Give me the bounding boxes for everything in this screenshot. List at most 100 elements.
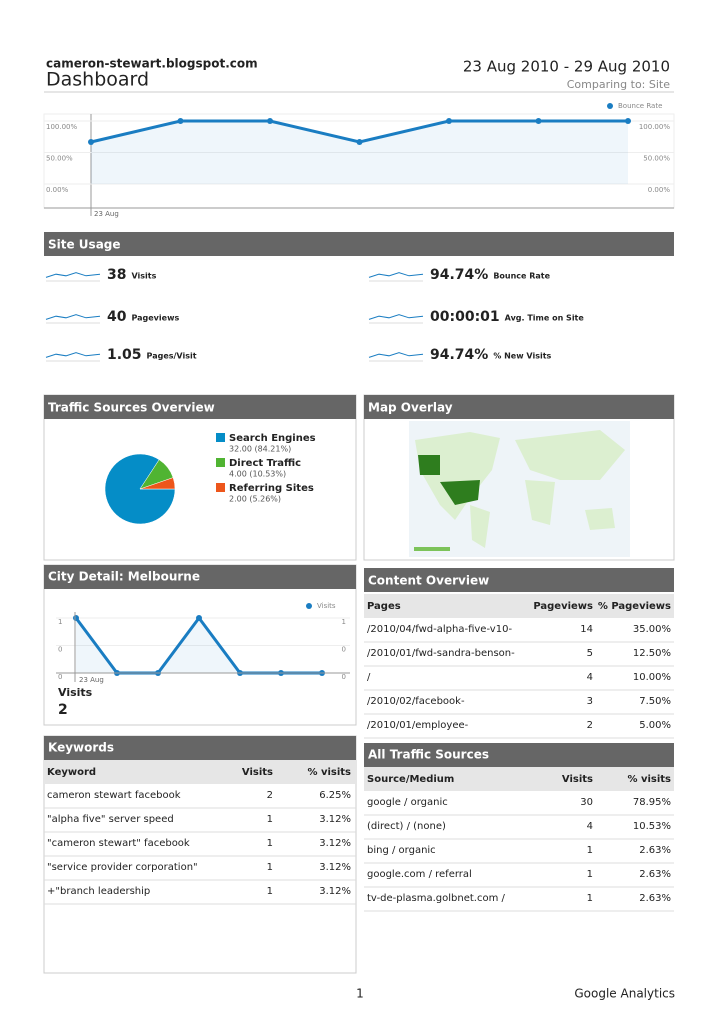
- y-tick-label: 0.00%: [46, 186, 69, 194]
- table-cell: 1: [587, 893, 593, 904]
- table-cell: 14: [580, 624, 593, 635]
- panel-header: [364, 395, 674, 419]
- metric-value: 1.05: [107, 347, 142, 363]
- x-tick-label: 23 Aug: [79, 676, 104, 684]
- y-tick-label: 1: [342, 618, 346, 626]
- metric-value: 94.74%: [430, 347, 488, 363]
- y-tick-label: 50.00%: [46, 155, 73, 163]
- panel-title: Content Overview: [368, 574, 489, 588]
- x-tick-label: 23 Aug: [94, 210, 119, 218]
- panel-title: Keywords: [48, 741, 114, 755]
- panel-title: City Detail: Melbourne: [48, 570, 200, 584]
- sparkline: [45, 272, 101, 278]
- table-cell: 10.00%: [633, 672, 671, 683]
- table-cell: 35.00%: [633, 624, 671, 635]
- metric-value: 00:00:01: [430, 309, 500, 325]
- page-number: 1: [356, 987, 364, 1001]
- legend-value: 2.00 (5.26%): [229, 495, 281, 504]
- y-tick-label: 50.00%: [643, 155, 670, 163]
- sparkline: [45, 314, 101, 320]
- sparkline: [368, 314, 424, 320]
- y-tick-label: 0: [58, 673, 62, 681]
- panel-header: [44, 232, 674, 256]
- table-header: [44, 760, 356, 784]
- table-cell: "cameron stewart" facebook: [47, 838, 190, 849]
- table-cell: 4: [587, 672, 593, 683]
- sparkline: [368, 272, 424, 278]
- table-cell: 1: [587, 845, 593, 856]
- column-header: Visits: [562, 774, 593, 785]
- footer-brand: Google Analytics: [574, 987, 675, 1001]
- column-header: % Pageviews: [598, 601, 671, 612]
- table-cell: 7.50%: [639, 696, 671, 707]
- y-tick-label: 0.00%: [648, 186, 671, 194]
- point: [177, 118, 184, 124]
- legend-value: 32.00 (84.21%): [229, 445, 291, 454]
- table-cell: 2.63%: [639, 869, 671, 880]
- metric-label: Pageviews: [131, 314, 179, 323]
- point: [196, 615, 202, 621]
- table-cell: google.com / referral: [367, 869, 472, 880]
- table-cell: 1: [267, 886, 273, 897]
- point: [625, 118, 631, 124]
- sparkline: [368, 352, 424, 358]
- column-header: Pages: [367, 601, 401, 612]
- table-cell: 3: [587, 696, 593, 707]
- table-cell: 2.63%: [639, 845, 671, 856]
- table-cell: 1: [267, 838, 273, 849]
- site-name: cameron-stewart.blogspot.com: [46, 57, 258, 71]
- y-tick-label: 1: [58, 618, 62, 626]
- table-cell: /: [367, 672, 371, 683]
- legend-dot: [306, 603, 312, 609]
- legend-label: Search Engines: [229, 433, 316, 444]
- point: [356, 138, 363, 145]
- table-cell: 3.12%: [319, 886, 351, 897]
- table-cell: 1: [587, 869, 593, 880]
- table-cell: /2010/01/employee-: [367, 720, 469, 731]
- legend-swatch: [216, 458, 225, 467]
- table-cell: 2: [587, 720, 593, 731]
- table-cell: 1: [267, 862, 273, 873]
- metric-label: Bounce Rate: [493, 272, 550, 281]
- table-cell: /2010/02/facebook-: [367, 696, 465, 707]
- legend-label: Bounce Rate: [618, 102, 662, 110]
- area: [91, 121, 628, 184]
- area: [76, 618, 322, 673]
- table-cell: 78.95%: [633, 797, 671, 808]
- table-cell: 2: [267, 790, 273, 801]
- panel-title: Site Usage: [48, 238, 121, 252]
- table-cell: 12.50%: [633, 648, 671, 659]
- table-cell: /2010/04/fwd-alpha-five-v10-: [367, 624, 512, 635]
- column-header: Source/Medium: [367, 774, 454, 785]
- table-cell: 3.12%: [319, 862, 351, 873]
- point: [267, 118, 273, 124]
- table-cell: /2010/01/fwd-sandra-benson-: [367, 648, 515, 659]
- metric-value: 38: [107, 267, 126, 283]
- legend-dot: [607, 103, 613, 109]
- pie-slice: [104, 453, 176, 525]
- table-cell: 30: [580, 797, 593, 808]
- panel: [43, 394, 357, 561]
- metric-label: Avg. Time on Site: [505, 314, 585, 323]
- date-range: 23 Aug 2010 - 29 Aug 2010: [463, 58, 670, 76]
- metric-label: Visits: [131, 272, 156, 281]
- metric-label: Pages/Visit: [147, 352, 197, 361]
- y-tick-label: 100.00%: [639, 123, 670, 131]
- point: [446, 118, 452, 124]
- table-header: [364, 594, 674, 618]
- metric-value: 40: [107, 309, 127, 325]
- point: [535, 118, 542, 124]
- table-cell: cameron stewart facebook: [47, 790, 181, 801]
- table-cell: 3.12%: [319, 838, 351, 849]
- table-cell: 1: [267, 814, 273, 825]
- table-cell: "service provider corporation": [47, 862, 198, 873]
- column-header: Keyword: [47, 767, 96, 778]
- table-cell: (direct) / (none): [367, 821, 446, 832]
- point: [73, 615, 79, 621]
- y-tick-label: 0: [58, 646, 62, 654]
- legend-swatch: [216, 483, 225, 492]
- table-cell: 5: [587, 648, 593, 659]
- table-cell: 5.00%: [639, 720, 671, 731]
- panel-header: [44, 736, 356, 760]
